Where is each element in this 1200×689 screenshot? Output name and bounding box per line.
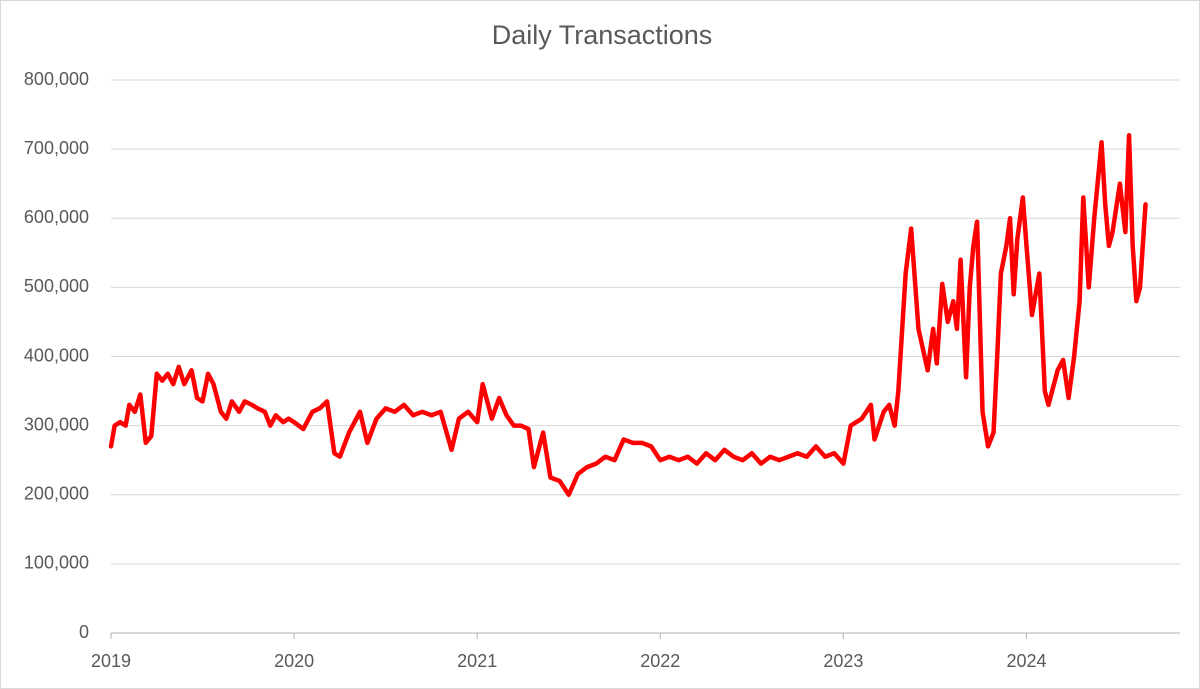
x-tick-label: 2024 [1006, 651, 1046, 671]
x-tick-label: 2019 [91, 651, 131, 671]
y-tick-label: 100,000 [24, 553, 89, 573]
y-tick-label: 400,000 [24, 345, 89, 365]
y-tick-label: 800,000 [24, 69, 89, 89]
y-tick-label: 300,000 [24, 414, 89, 434]
data-line [108, 133, 1148, 497]
y-tick-label: 600,000 [24, 207, 89, 227]
y-tick-label: 200,000 [24, 484, 89, 504]
x-tick-label: 2021 [457, 651, 497, 671]
x-tick-label: 2023 [823, 651, 863, 671]
x-tick-label: 2020 [274, 651, 314, 671]
chart-title: Daily Transactions [492, 20, 713, 50]
x-tick-label: 2022 [640, 651, 680, 671]
y-tick-label: 500,000 [24, 276, 89, 296]
y-tick-label: 0 [79, 622, 89, 642]
y-tick-label: 700,000 [24, 138, 89, 158]
